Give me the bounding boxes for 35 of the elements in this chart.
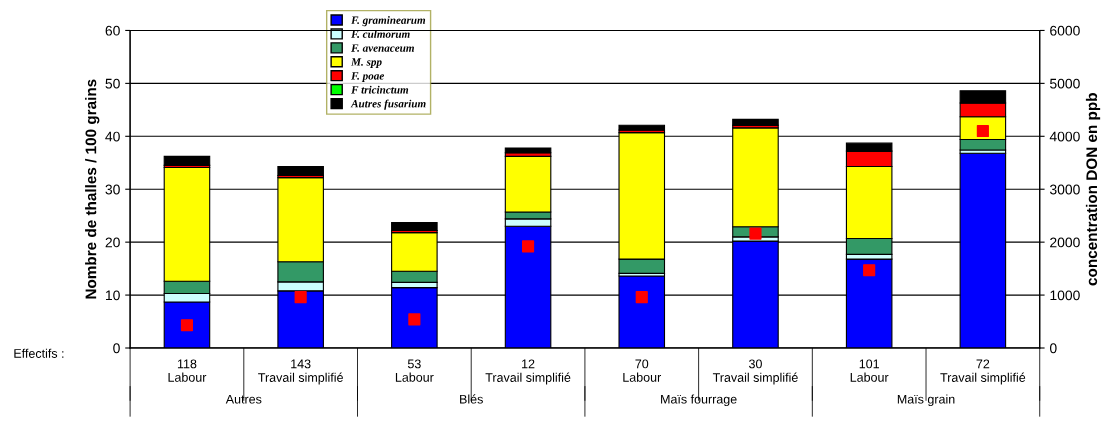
y2-tick-label: 0 [1049,343,1057,354]
y2-tick-label: 6000 [1050,25,1080,36]
y-tick-label: 0 [113,343,120,354]
legend-label: F. poae [351,72,385,82]
legend-label: F. graminearum [351,16,426,27]
text: Maïs grain [897,394,955,407]
legend-label: M. spp [350,58,382,68]
text: Autres [225,394,262,404]
y2-tick-label: 4000 [1049,131,1080,142]
y2-axis-title: concentration DON en ppb [1085,93,1101,286]
text: Maïs fourrage [661,394,737,407]
x-tick-label: 12 Travail simplifié [485,359,571,385]
x-tick-label: 30 Travail simplifié [712,359,798,385]
y2-tick-label: 2000 [1050,237,1080,248]
text: Effectifs : [14,348,64,358]
text: Blés [460,394,483,404]
x-tick-label: 53 Labour [395,359,434,382]
x-tick-label: 70 Labour [623,359,662,382]
y-tick-label: 20 [105,237,120,248]
y-tick-label: 30 [105,184,120,195]
y-tick-label: 40 [105,131,120,142]
y-tick-label: 10 [105,290,120,301]
x-tick-label: 101 Labour [850,359,889,382]
y-axis-title: Nombre de thalles / 100 grains [85,79,100,299]
legend-label: F. avenaceum [351,44,414,52]
legend-label: Autres fusarium [350,99,426,110]
y2-tick-label: 5000 [1050,78,1080,89]
y-tick-label: 60 [105,25,120,36]
y2-tick-label: 1000 [1050,290,1080,301]
y2-tick-label: 3000 [1049,184,1080,195]
x-tick-label: 72 Travail simplifié [940,359,1026,385]
x-tick-label: 143 Travail simplifié [258,359,343,385]
y-tick-label: 50 [105,78,120,89]
legend-label: F tricinctum [351,85,409,94]
x-tick-label: 118 Labour [168,359,207,382]
